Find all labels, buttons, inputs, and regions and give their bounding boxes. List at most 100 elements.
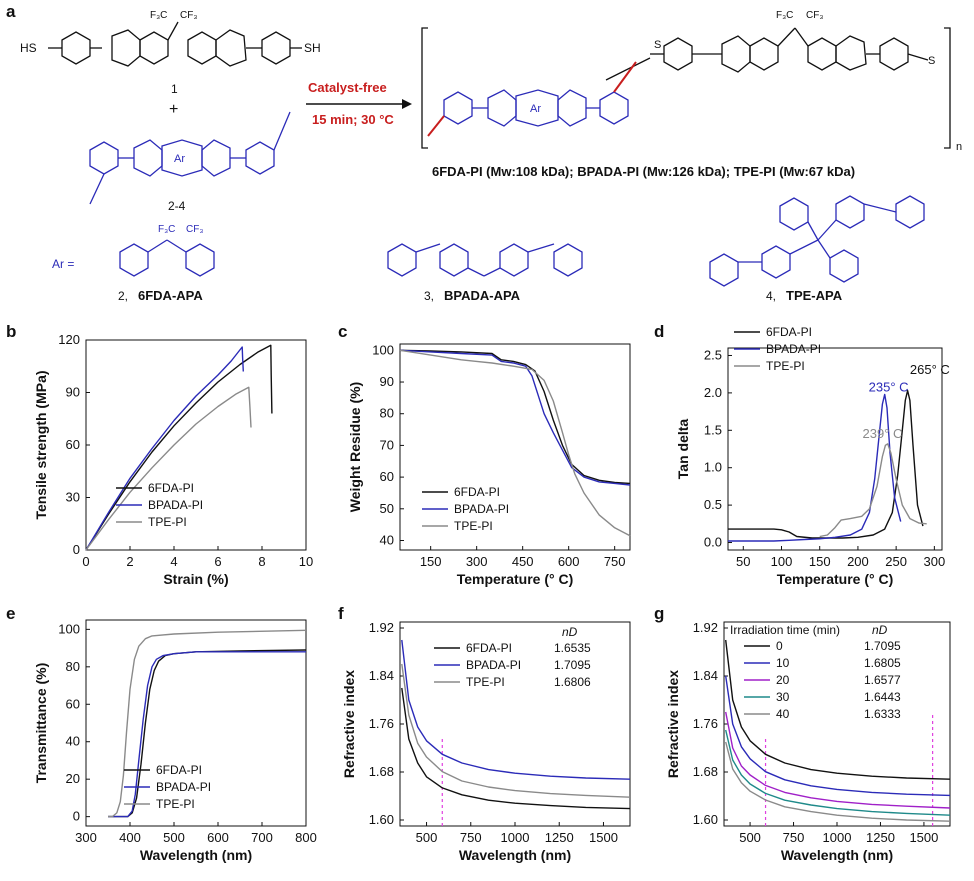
x-axis-label: Temperature (° C): [457, 571, 574, 587]
series-line-0: [725, 639, 951, 780]
y-axis-label: Refractive index: [665, 670, 681, 778]
y-tick-label: 40: [380, 532, 394, 547]
x-tick-label: 700: [251, 830, 273, 845]
x-tick-label: 800: [295, 830, 317, 845]
legend-label: 6FDA-PI: [148, 481, 194, 495]
legend-title: Irradiation time (min): [730, 623, 840, 637]
series-line-bpada-pi: [728, 393, 902, 542]
series-line-tpe-pi: [819, 443, 927, 538]
legend-label: 40: [776, 707, 790, 721]
y-tick-label: 90: [66, 385, 80, 400]
legend-label: 6FDA-PI: [766, 326, 812, 339]
y-tick-label: 30: [66, 490, 80, 505]
y-tick-label: 1.60: [693, 812, 718, 827]
y-tick-label: 1.5: [704, 422, 722, 437]
y-axis-label: Transmittance (%): [33, 663, 49, 784]
plot-frame: [85, 619, 307, 827]
panel-label-e: e: [6, 604, 16, 623]
monomer-1-label: 1: [171, 82, 178, 96]
x-tick-label: 1500: [909, 830, 938, 845]
y-tick-label: 1.84: [369, 668, 394, 683]
sulfur-atom-1: S: [654, 39, 661, 51]
x-tick-label: 300: [466, 554, 488, 569]
ar-equals: Ar =: [52, 257, 74, 271]
y-tick-label: 100: [372, 342, 394, 357]
chart-g-refractive-index-irradiation: 500 750 1000 1250 1500 1.60 1.68 1.76 1.84 1.92 Wa…: [665, 620, 951, 863]
y-tick-label: 1.68: [369, 764, 394, 779]
y-tick-label: 80: [380, 406, 394, 421]
x-tick-label: 200: [847, 554, 869, 569]
panel-label-b: b: [6, 322, 17, 341]
y-tick-label: 70: [380, 437, 394, 452]
legend-label: BPADA-PI: [766, 342, 821, 356]
y-tick-label: 100: [58, 621, 80, 636]
legend-nd-value: 1.6805: [864, 656, 901, 670]
legend-label: TPE-PI: [466, 675, 505, 689]
thiol-left: HS: [20, 41, 37, 55]
y-tick-label: 0: [73, 809, 80, 824]
y-tick-label: 60: [380, 469, 394, 484]
panel-label-f: f: [338, 604, 344, 623]
x-axis-label: Wavelength (nm): [459, 847, 571, 863]
x-tick-label: 10: [299, 554, 313, 569]
compound-3-name: BPADA-APA: [444, 288, 521, 303]
cf3-right: CF₃: [180, 10, 197, 21]
x-tick-label: 750: [604, 554, 626, 569]
legend-nd-value: 1.6535: [554, 641, 591, 655]
x-tick-label: 100: [771, 554, 793, 569]
y-tick-label: 2.0: [704, 385, 722, 400]
product-molecular-weights: 6FDA-PI (Mw:108 kDa); BPADA-PI (Mw:126 k…: [432, 164, 855, 179]
x-tick-label: 300: [924, 554, 946, 569]
y-axis-label: Tan delta: [675, 419, 691, 480]
chart-f-refractive-index: 500 750 1000 1250 1500 1.60 1.68 1.76 1.84 1.92 Wa…: [341, 620, 631, 863]
y-tick-label: 1.92: [693, 620, 718, 635]
x-tick-label: 500: [163, 830, 185, 845]
x-tick-label: 600: [207, 830, 229, 845]
x-tick-label: 1250: [545, 830, 574, 845]
polymer-cf3-right: CF₃: [806, 10, 823, 21]
y-tick-label: 1.84: [693, 668, 718, 683]
y-tick-label: 1.60: [369, 812, 394, 827]
x-axis-label: Strain (%): [163, 571, 228, 587]
series-line-10: [725, 675, 951, 797]
peak-annotation: 239° C: [863, 426, 903, 441]
ar-cf3-left: F₃C: [158, 224, 175, 235]
legend-label: 0: [776, 639, 783, 653]
panel-label-c: c: [338, 322, 348, 341]
panel-label-a: a: [6, 2, 16, 21]
series-line-bpada-pi: [401, 639, 631, 780]
plot-frame: [85, 339, 307, 551]
ar-cf3-right: CF₃: [186, 224, 203, 235]
compound-2-number: 2,: [118, 289, 128, 303]
compound-3-number: 3,: [424, 289, 434, 303]
chart-c-tga: 150 300 450 600 750 40 50 60 70 80 90 100 Temperatur…: [347, 342, 631, 587]
x-tick-label: 50: [736, 554, 750, 569]
y-tick-label: 1.76: [369, 716, 394, 731]
legend-label: 6FDA-PI: [454, 485, 500, 499]
panel-label-g: g: [654, 604, 665, 623]
peak-annotation: 235° C: [869, 379, 909, 394]
series-line-6fda-pi: [399, 349, 631, 485]
legend-label: 6FDA-PI: [466, 641, 512, 655]
benzene-ring-right: [261, 31, 291, 65]
x-axis-label: Wavelength (nm): [781, 847, 893, 863]
x-tick-label: 450: [512, 554, 534, 569]
x-tick-label: 1000: [501, 830, 530, 845]
series-line-bpada-pi: [108, 651, 306, 818]
series-line-tpe-pi: [399, 349, 631, 537]
x-tick-label: 1500: [589, 830, 618, 845]
monomer-2-label: 2-4: [168, 199, 186, 213]
plot-frame: [727, 347, 943, 551]
x-tick-label: 4: [170, 554, 177, 569]
benzene-ring-left: [61, 31, 91, 65]
legend-label: BPADA-PI: [454, 502, 509, 516]
ar-core-polymer: Ar: [530, 103, 541, 115]
legend-label: BPADA-PI: [148, 498, 203, 512]
legend-label: TPE-PI: [156, 797, 195, 811]
y-tick-label: 60: [66, 437, 80, 452]
y-tick-label: 1.92: [369, 620, 394, 635]
y-tick-label: 20: [66, 771, 80, 786]
legend-label: 10: [776, 656, 790, 670]
series-line-bpada-pi: [399, 349, 631, 486]
x-tick-label: 1250: [866, 830, 895, 845]
